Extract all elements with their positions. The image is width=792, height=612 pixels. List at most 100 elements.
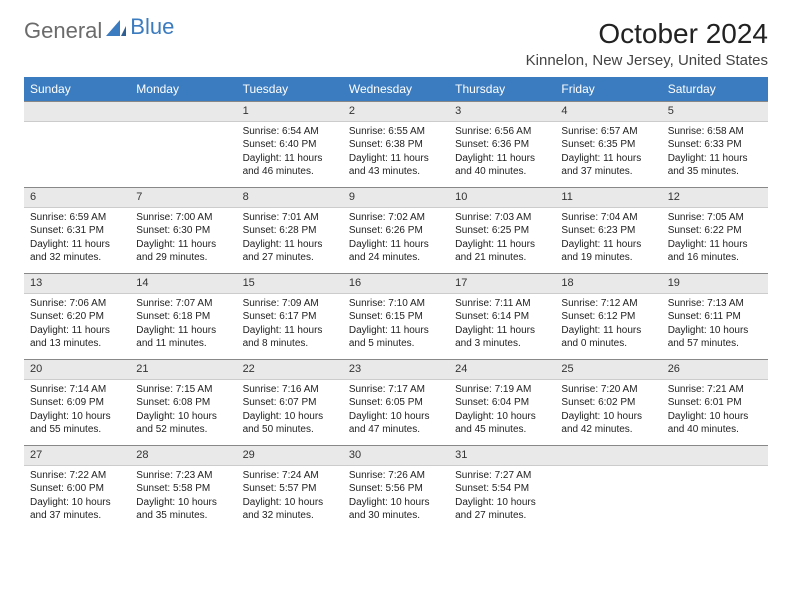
calendar-cell: 26Sunrise: 7:21 AMSunset: 6:01 PMDayligh… [662,359,768,445]
day-header: Wednesday [343,77,449,101]
daylight-line: Daylight: 11 hours and 0 minutes. [561,324,655,351]
calendar-cell: 29Sunrise: 7:24 AMSunset: 5:57 PMDayligh… [237,445,343,531]
day-body: Sunrise: 7:05 AMSunset: 6:22 PMDaylight:… [662,208,768,271]
daylight-line: Daylight: 11 hours and 37 minutes. [561,152,655,179]
sunset-line: Sunset: 5:54 PM [455,482,549,496]
daylight-line: Daylight: 11 hours and 13 minutes. [30,324,124,351]
sunrise-line: Sunrise: 6:57 AM [561,125,655,139]
day-body: Sunrise: 7:23 AMSunset: 5:58 PMDaylight:… [130,466,236,529]
day-body: Sunrise: 7:02 AMSunset: 6:26 PMDaylight:… [343,208,449,271]
sunrise-line: Sunrise: 7:12 AM [561,297,655,311]
sunrise-line: Sunrise: 7:22 AM [30,469,124,483]
daylight-line: Daylight: 11 hours and 3 minutes. [455,324,549,351]
calendar-cell: 8Sunrise: 7:01 AMSunset: 6:28 PMDaylight… [237,187,343,273]
day-number-bar: 15 [237,273,343,294]
day-body: Sunrise: 7:07 AMSunset: 6:18 PMDaylight:… [130,294,236,357]
calendar-head: SundayMondayTuesdayWednesdayThursdayFrid… [24,77,768,101]
sunset-line: Sunset: 6:04 PM [455,396,549,410]
calendar-cell: 28Sunrise: 7:23 AMSunset: 5:58 PMDayligh… [130,445,236,531]
day-number-bar: 2 [343,101,449,122]
day-header: Sunday [24,77,130,101]
calendar-cell [662,445,768,531]
day-number-bar: 30 [343,445,449,466]
day-number-bar: 24 [449,359,555,380]
day-number-bar: 18 [555,273,661,294]
sunrise-line: Sunrise: 7:19 AM [455,383,549,397]
title-block: October 2024 Kinnelon, New Jersey, Unite… [526,18,768,69]
sunrise-line: Sunrise: 7:14 AM [30,383,124,397]
sunset-line: Sunset: 6:01 PM [668,396,762,410]
day-body: Sunrise: 7:03 AMSunset: 6:25 PMDaylight:… [449,208,555,271]
sunrise-line: Sunrise: 7:07 AM [136,297,230,311]
daylight-line: Daylight: 11 hours and 29 minutes. [136,238,230,265]
calendar-week: 27Sunrise: 7:22 AMSunset: 6:00 PMDayligh… [24,445,768,531]
daylight-line: Daylight: 10 hours and 27 minutes. [455,496,549,523]
day-number-bar: 16 [343,273,449,294]
calendar-cell: 19Sunrise: 7:13 AMSunset: 6:11 PMDayligh… [662,273,768,359]
sunrise-line: Sunrise: 7:04 AM [561,211,655,225]
sunrise-line: Sunrise: 6:55 AM [349,125,443,139]
sunrise-line: Sunrise: 6:56 AM [455,125,549,139]
calendar-cell: 15Sunrise: 7:09 AMSunset: 6:17 PMDayligh… [237,273,343,359]
sunrise-line: Sunrise: 7:17 AM [349,383,443,397]
sunset-line: Sunset: 6:36 PM [455,138,549,152]
day-header: Thursday [449,77,555,101]
day-number-bar [662,445,768,466]
sunrise-line: Sunrise: 7:00 AM [136,211,230,225]
sunset-line: Sunset: 6:28 PM [243,224,337,238]
calendar-table: SundayMondayTuesdayWednesdayThursdayFrid… [24,77,768,531]
day-body: Sunrise: 7:24 AMSunset: 5:57 PMDaylight:… [237,466,343,529]
calendar-cell: 2Sunrise: 6:55 AMSunset: 6:38 PMDaylight… [343,101,449,187]
calendar-cell: 27Sunrise: 7:22 AMSunset: 6:00 PMDayligh… [24,445,130,531]
day-number-bar: 17 [449,273,555,294]
sunrise-line: Sunrise: 7:09 AM [243,297,337,311]
day-body: Sunrise: 7:14 AMSunset: 6:09 PMDaylight:… [24,380,130,443]
sunset-line: Sunset: 6:33 PM [668,138,762,152]
sunset-line: Sunset: 6:05 PM [349,396,443,410]
sail-icon [106,18,126,44]
day-body: Sunrise: 7:22 AMSunset: 6:00 PMDaylight:… [24,466,130,529]
daylight-line: Daylight: 10 hours and 40 minutes. [668,410,762,437]
brand-part2: Blue [130,14,174,40]
sunrise-line: Sunrise: 7:24 AM [243,469,337,483]
daylight-line: Daylight: 10 hours and 32 minutes. [243,496,337,523]
sunset-line: Sunset: 5:56 PM [349,482,443,496]
day-number-bar: 7 [130,187,236,208]
day-body: Sunrise: 7:12 AMSunset: 6:12 PMDaylight:… [555,294,661,357]
sunset-line: Sunset: 6:07 PM [243,396,337,410]
day-number-bar [130,101,236,122]
calendar-cell: 10Sunrise: 7:03 AMSunset: 6:25 PMDayligh… [449,187,555,273]
daylight-line: Daylight: 10 hours and 35 minutes. [136,496,230,523]
sunset-line: Sunset: 6:09 PM [30,396,124,410]
calendar-cell: 24Sunrise: 7:19 AMSunset: 6:04 PMDayligh… [449,359,555,445]
day-number-bar: 31 [449,445,555,466]
daylight-line: Daylight: 11 hours and 32 minutes. [30,238,124,265]
calendar-cell: 7Sunrise: 7:00 AMSunset: 6:30 PMDaylight… [130,187,236,273]
calendar-week: 20Sunrise: 7:14 AMSunset: 6:09 PMDayligh… [24,359,768,445]
brand-logo: General Blue [24,18,174,44]
calendar-cell: 5Sunrise: 6:58 AMSunset: 6:33 PMDaylight… [662,101,768,187]
day-number-bar: 11 [555,187,661,208]
sunrise-line: Sunrise: 7:20 AM [561,383,655,397]
sunset-line: Sunset: 6:12 PM [561,310,655,324]
day-body: Sunrise: 7:27 AMSunset: 5:54 PMDaylight:… [449,466,555,529]
day-number-bar: 19 [662,273,768,294]
day-body: Sunrise: 7:04 AMSunset: 6:23 PMDaylight:… [555,208,661,271]
day-number-bar: 20 [24,359,130,380]
calendar-cell: 22Sunrise: 7:16 AMSunset: 6:07 PMDayligh… [237,359,343,445]
daylight-line: Daylight: 10 hours and 37 minutes. [30,496,124,523]
daylight-line: Daylight: 11 hours and 11 minutes. [136,324,230,351]
calendar-cell: 17Sunrise: 7:11 AMSunset: 6:14 PMDayligh… [449,273,555,359]
sunset-line: Sunset: 6:00 PM [30,482,124,496]
calendar-cell: 30Sunrise: 7:26 AMSunset: 5:56 PMDayligh… [343,445,449,531]
daylight-line: Daylight: 11 hours and 43 minutes. [349,152,443,179]
calendar-cell: 9Sunrise: 7:02 AMSunset: 6:26 PMDaylight… [343,187,449,273]
day-body: Sunrise: 6:55 AMSunset: 6:38 PMDaylight:… [343,122,449,185]
sunrise-line: Sunrise: 7:11 AM [455,297,549,311]
sunset-line: Sunset: 6:15 PM [349,310,443,324]
sunset-line: Sunset: 6:11 PM [668,310,762,324]
day-body: Sunrise: 7:26 AMSunset: 5:56 PMDaylight:… [343,466,449,529]
day-body: Sunrise: 7:10 AMSunset: 6:15 PMDaylight:… [343,294,449,357]
calendar-cell: 31Sunrise: 7:27 AMSunset: 5:54 PMDayligh… [449,445,555,531]
sunrise-line: Sunrise: 7:05 AM [668,211,762,225]
